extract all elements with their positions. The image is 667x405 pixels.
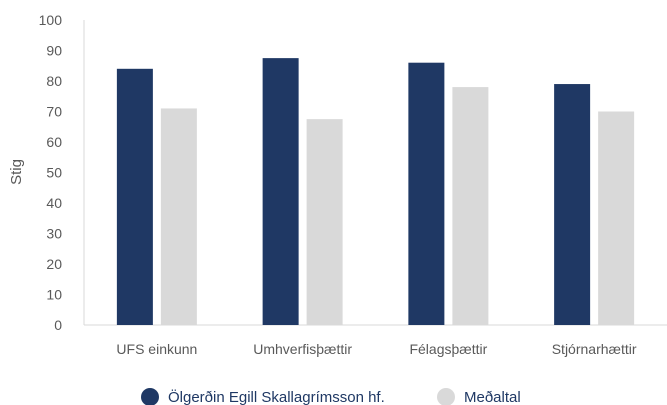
y-tick-label: 50 [46, 165, 62, 181]
bar [262, 58, 299, 325]
bar [408, 62, 445, 325]
x-tick-label: UFS einkunn [116, 341, 197, 357]
x-tick-label: Umhverfisþættir [253, 341, 352, 357]
y-tick-label: 80 [46, 73, 62, 89]
y-tick-label: 0 [54, 317, 62, 333]
bars [116, 58, 635, 326]
bar [452, 87, 489, 325]
y-axis-title: Stig [8, 159, 25, 185]
legend-swatch-average [437, 388, 455, 405]
legend: Ölgerðin Egill Skallagrímsson hf. Meðalt… [141, 388, 521, 405]
y-tick-label: 100 [39, 12, 63, 28]
y-tick-label: 20 [46, 256, 62, 272]
y-tick-label: 40 [46, 195, 62, 211]
y-tick-label: 90 [46, 43, 62, 59]
bar [160, 108, 197, 325]
legend-label-average: Meðaltal [464, 389, 521, 405]
bar [598, 111, 635, 325]
legend-label-company: Ölgerðin Egill Skallagrímsson hf. [168, 388, 385, 405]
bar [116, 68, 153, 326]
y-axis-ticks: 0 10 20 30 40 50 60 70 80 90 100 [39, 12, 63, 333]
bar [306, 119, 343, 325]
x-tick-label: Stjórnarhættir [552, 341, 637, 357]
x-axis-ticks: UFS einkunn Umhverfisþættir Félagsþættir St… [116, 341, 636, 357]
y-tick-label: 60 [46, 134, 62, 150]
y-tick-label: 30 [46, 226, 62, 242]
bar [554, 84, 591, 325]
y-tick-label: 70 [46, 104, 62, 120]
x-tick-label: Félagsþættir [409, 341, 487, 357]
legend-swatch-company [141, 388, 159, 405]
y-tick-label: 10 [46, 287, 62, 303]
